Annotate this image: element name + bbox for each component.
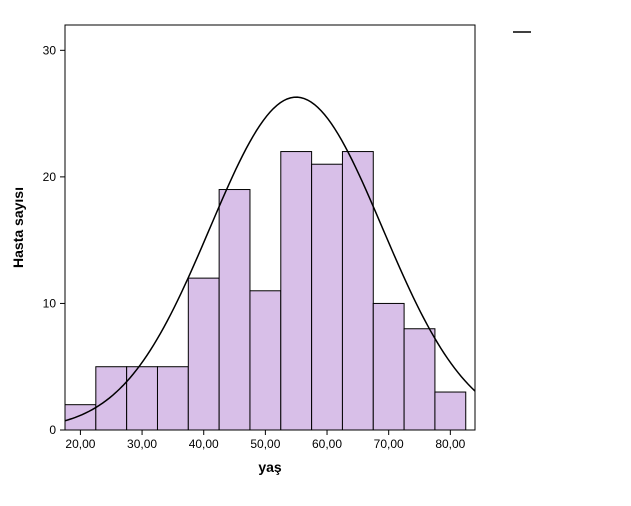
y-tick-label: 30	[43, 43, 57, 57]
histogram-chart: 20,00 30,00 40,00 50,00 60,00 70,00 80,00 0 10 20…	[0, 0, 631, 506]
x-axis-label: yaş	[258, 459, 282, 475]
y-tick-label: 0	[49, 423, 56, 437]
x-tick-label: 30,00	[127, 437, 157, 451]
histogram-bar	[281, 152, 312, 430]
histogram-bar	[96, 367, 127, 430]
histogram-bar	[250, 291, 281, 430]
histogram-bar	[435, 392, 466, 430]
x-tick-label: 40,00	[189, 437, 219, 451]
histogram-bar	[65, 405, 96, 430]
y-axis-label: Hasta sayısı	[10, 187, 26, 268]
histogram-bar	[188, 278, 219, 430]
histogram-bar	[157, 367, 188, 430]
x-tick-label: 50,00	[250, 437, 280, 451]
y-tick-label: 20	[43, 170, 57, 184]
x-tick-label: 70,00	[374, 437, 404, 451]
histogram-bar	[342, 152, 373, 430]
x-tick-label: 80,00	[435, 437, 465, 451]
histogram-bar	[312, 164, 343, 430]
histogram-bar	[219, 190, 250, 430]
y-tick-label: 10	[43, 296, 57, 310]
x-tick-label: 60,00	[312, 437, 342, 451]
histogram-bar	[404, 329, 435, 430]
chart-svg: 20,00 30,00 40,00 50,00 60,00 70,00 80,00 0 10 20…	[0, 0, 631, 506]
x-tick-label: 20,00	[65, 437, 95, 451]
histogram-bar	[373, 303, 404, 430]
